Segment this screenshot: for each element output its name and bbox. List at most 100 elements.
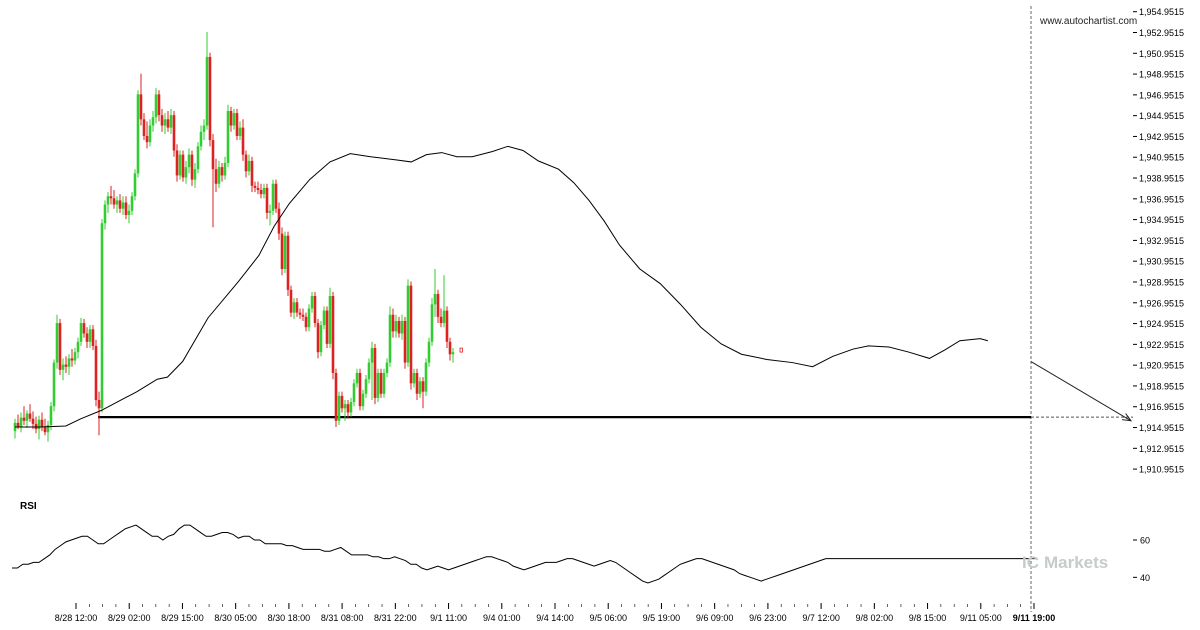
x-tick-label: 9/11 05:00 [960,613,1002,623]
candle [82,318,86,338]
candle-body [307,308,311,328]
candle-body [280,233,284,270]
candle [112,189,116,209]
candle [55,314,59,369]
candle-body [124,202,128,215]
candle [340,391,344,413]
candle-body [283,235,287,270]
candle [445,306,449,349]
x-tick-label: 9/1 11:00 [430,613,467,623]
candle [265,183,269,220]
candle [244,150,248,178]
x-tick-label: 8/31 22:00 [374,613,417,623]
candle-body [445,310,449,342]
candle [361,389,365,411]
candle [427,337,431,367]
x-tick-label: 9/8 15:00 [909,613,947,623]
candle [133,169,137,201]
candle-body [322,310,326,326]
candle-body [58,323,62,370]
candle-body [100,223,104,409]
candle [91,325,95,351]
candle [88,325,92,349]
candle [241,119,245,161]
x-tick-label: 8/29 15:00 [161,613,204,623]
candle-body [286,235,290,290]
brand-logo: IC Markets [1022,553,1108,572]
candle [349,397,353,417]
candle-body [379,372,383,394]
candle-body [313,296,317,324]
candle-body [256,187,260,190]
candle [85,327,89,349]
candle [406,279,410,367]
candle [73,348,77,365]
candle [202,119,206,141]
candle-body [76,341,80,353]
candle [61,358,65,381]
candle-body [157,94,161,116]
candle-body [175,150,179,176]
rsi-level-label: 40 [1140,573,1150,583]
candle-body [220,167,224,176]
candle-body [64,364,68,367]
x-tick-label: 9/7 12:00 [802,613,840,623]
candle-body [115,200,119,205]
candle [322,306,326,330]
candle [442,275,446,328]
candle [295,298,299,317]
candle-body [367,362,371,380]
candle-body [271,183,275,211]
candle-body [262,187,266,195]
candle-body [274,183,278,209]
candle-body [94,345,98,400]
candle-body [145,135,149,143]
candle [223,156,227,180]
candle-body [388,314,392,363]
candle-body [40,419,44,428]
x-tick-label: 8/29 02:00 [108,613,151,623]
candle-body [385,362,389,373]
candle-body [226,110,230,163]
candle [58,318,62,376]
candle [424,358,428,396]
y-tick-label: 1,910.9515 [1139,465,1184,475]
candle-body [295,302,299,313]
candle-body [304,316,308,328]
candle-body [421,381,425,392]
candle [253,181,257,193]
candle-body [43,427,47,433]
candle [433,269,437,317]
candle [49,402,53,431]
candle-body [334,372,338,421]
candle-body [49,406,53,425]
candle-body [439,316,443,324]
candle [190,150,194,186]
candle-body [79,323,83,342]
candle-body [31,418,35,424]
candle [37,415,41,440]
candle-body [268,210,272,213]
rsi-label: RSI [20,501,37,512]
y-tick-label: 1,946.9515 [1139,90,1184,100]
candle [31,411,35,430]
brand-logo-name: Markets [1044,553,1108,572]
candle-body [235,113,239,136]
candle [418,377,422,398]
candle [385,358,389,378]
candle [13,418,17,439]
candle-body [400,320,404,334]
candle [64,356,68,373]
candle [217,160,221,188]
candle-body [448,341,452,355]
candle [250,156,254,193]
candle-body [238,127,242,136]
y-tick-label: 1,948.9515 [1139,70,1184,80]
candle-body [361,393,365,407]
brand-logo-prefix: IC [1022,553,1039,572]
candle-body [172,115,176,151]
candle [310,291,314,313]
candle-body [70,358,74,361]
candle [229,106,233,132]
candle-body [391,314,395,332]
